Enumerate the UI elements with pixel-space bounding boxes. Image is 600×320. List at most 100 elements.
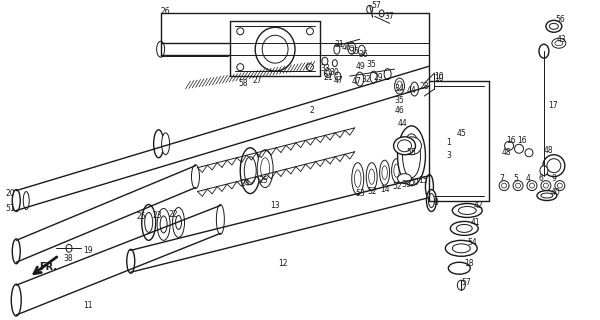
Ellipse shape xyxy=(350,45,354,51)
Text: FR.: FR. xyxy=(39,262,57,272)
Ellipse shape xyxy=(397,81,403,91)
Ellipse shape xyxy=(260,158,269,180)
Ellipse shape xyxy=(366,163,377,191)
Ellipse shape xyxy=(255,27,295,71)
Text: 47: 47 xyxy=(334,76,344,84)
Text: 29: 29 xyxy=(374,73,383,82)
Text: 25: 25 xyxy=(137,212,146,221)
Text: 20: 20 xyxy=(5,189,15,198)
Ellipse shape xyxy=(398,126,425,186)
Text: 41: 41 xyxy=(470,218,480,227)
Text: 5: 5 xyxy=(513,174,518,183)
Ellipse shape xyxy=(244,157,256,185)
Text: 23: 23 xyxy=(152,211,162,220)
Ellipse shape xyxy=(394,137,415,155)
Text: 9: 9 xyxy=(552,174,557,183)
Text: 43: 43 xyxy=(557,35,566,44)
Text: 4: 4 xyxy=(526,174,531,183)
Text: 35: 35 xyxy=(395,96,404,106)
Ellipse shape xyxy=(325,68,331,77)
Ellipse shape xyxy=(332,60,337,67)
Ellipse shape xyxy=(405,163,410,175)
Ellipse shape xyxy=(356,72,364,86)
Text: 11: 11 xyxy=(83,300,92,309)
Text: 52: 52 xyxy=(368,187,377,196)
Ellipse shape xyxy=(173,207,185,237)
Ellipse shape xyxy=(262,35,288,63)
Text: 8: 8 xyxy=(433,198,438,207)
Ellipse shape xyxy=(66,244,72,252)
Text: 47: 47 xyxy=(352,76,362,85)
Text: 21: 21 xyxy=(324,73,334,82)
Ellipse shape xyxy=(555,180,565,191)
Ellipse shape xyxy=(355,170,361,188)
Ellipse shape xyxy=(527,180,537,191)
Text: 32: 32 xyxy=(362,75,371,84)
Text: 22: 22 xyxy=(169,210,178,219)
Text: 33: 33 xyxy=(320,64,329,73)
Ellipse shape xyxy=(394,164,400,177)
Ellipse shape xyxy=(428,194,434,207)
Text: 34: 34 xyxy=(395,84,404,92)
Ellipse shape xyxy=(457,280,465,290)
Ellipse shape xyxy=(127,249,135,273)
Text: 54: 54 xyxy=(467,238,477,247)
Text: 25: 25 xyxy=(258,176,268,185)
Ellipse shape xyxy=(358,45,365,55)
Text: 10: 10 xyxy=(434,74,444,83)
Text: 24: 24 xyxy=(240,179,250,188)
Ellipse shape xyxy=(145,212,152,232)
Text: 3: 3 xyxy=(446,151,451,160)
Text: 53: 53 xyxy=(356,189,365,198)
Text: 1: 1 xyxy=(446,138,451,147)
Ellipse shape xyxy=(142,204,155,240)
Ellipse shape xyxy=(322,57,328,65)
Text: 39: 39 xyxy=(401,180,411,189)
Ellipse shape xyxy=(160,216,167,233)
Ellipse shape xyxy=(539,44,549,58)
Text: 19: 19 xyxy=(83,246,92,255)
Ellipse shape xyxy=(240,148,260,194)
Ellipse shape xyxy=(368,169,374,184)
Ellipse shape xyxy=(427,189,436,212)
Text: 40: 40 xyxy=(551,188,560,197)
Ellipse shape xyxy=(23,192,29,210)
Ellipse shape xyxy=(12,239,20,264)
Ellipse shape xyxy=(237,64,244,71)
Ellipse shape xyxy=(392,159,401,183)
Text: 17: 17 xyxy=(548,101,557,110)
Ellipse shape xyxy=(403,158,412,180)
Text: 55: 55 xyxy=(407,148,416,157)
Text: 27: 27 xyxy=(252,76,262,84)
Text: 10: 10 xyxy=(434,72,444,81)
Ellipse shape xyxy=(451,221,478,236)
Ellipse shape xyxy=(499,180,509,191)
Ellipse shape xyxy=(398,174,412,184)
Ellipse shape xyxy=(161,133,170,155)
Ellipse shape xyxy=(513,180,523,191)
Ellipse shape xyxy=(398,140,412,152)
Text: 14: 14 xyxy=(380,185,390,194)
Text: 38: 38 xyxy=(63,254,73,263)
Ellipse shape xyxy=(154,130,164,158)
Text: 31: 31 xyxy=(335,40,344,49)
Ellipse shape xyxy=(176,215,182,229)
Ellipse shape xyxy=(401,137,421,155)
Ellipse shape xyxy=(515,144,524,153)
Ellipse shape xyxy=(529,183,535,188)
Ellipse shape xyxy=(544,183,548,188)
Ellipse shape xyxy=(505,141,514,150)
Text: 57: 57 xyxy=(371,1,382,10)
Ellipse shape xyxy=(307,64,313,71)
Ellipse shape xyxy=(403,134,421,178)
Text: 56: 56 xyxy=(555,15,565,24)
Text: 46: 46 xyxy=(395,107,404,116)
Ellipse shape xyxy=(335,72,341,80)
Text: 12: 12 xyxy=(278,259,287,268)
Text: 7: 7 xyxy=(499,174,504,183)
Text: 44: 44 xyxy=(407,85,416,94)
Ellipse shape xyxy=(540,166,548,176)
Ellipse shape xyxy=(448,262,470,274)
Ellipse shape xyxy=(452,244,470,253)
Ellipse shape xyxy=(452,204,482,218)
